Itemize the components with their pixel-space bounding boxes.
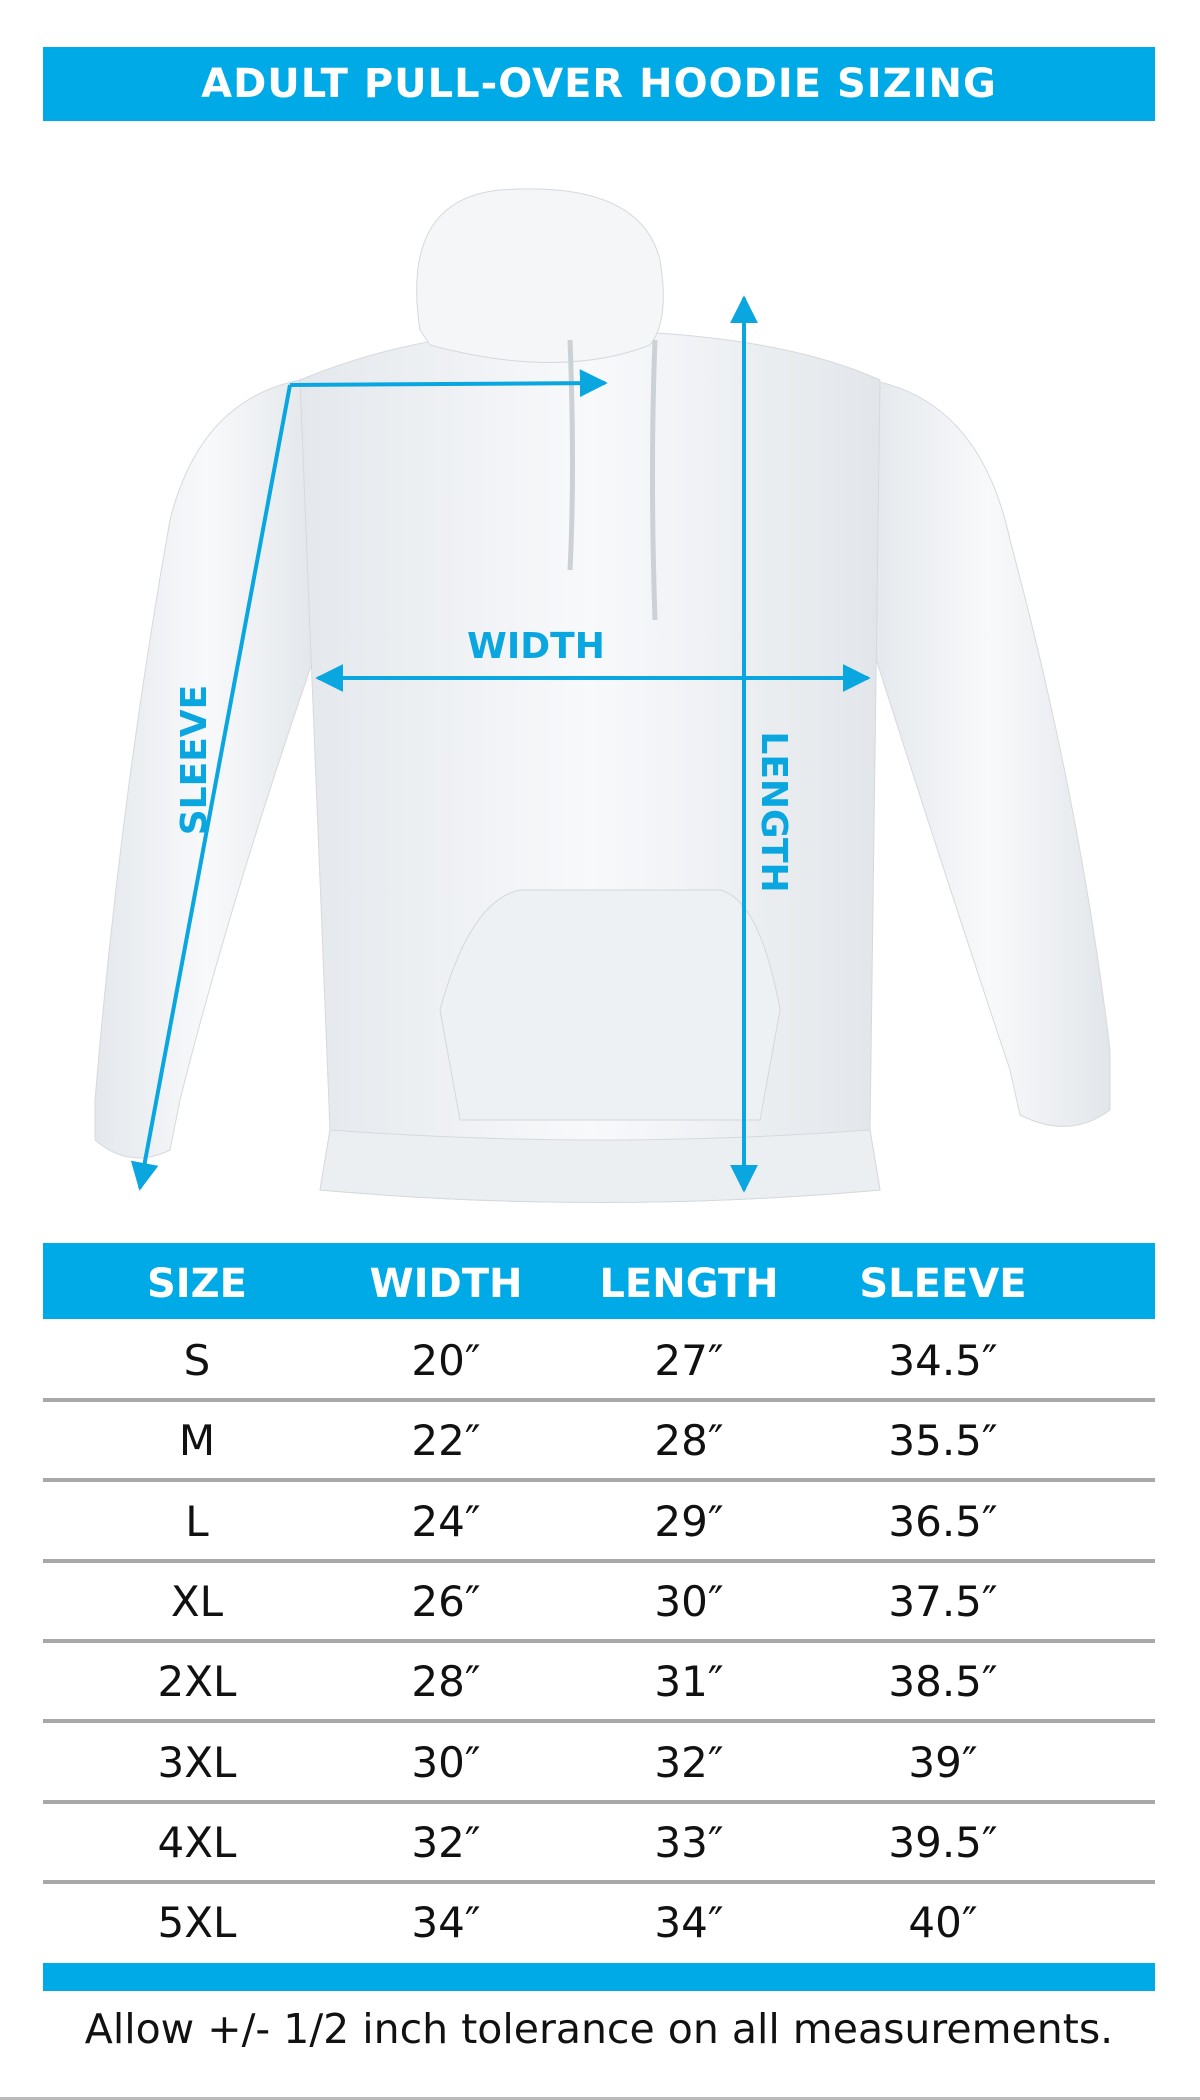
cell-size: 3XL bbox=[157, 1737, 237, 1787]
length-label: LENGTH bbox=[753, 731, 794, 892]
sleeve-arrow bbox=[130, 384, 292, 1191]
row-divider bbox=[43, 1398, 1155, 1402]
cell-sleeve: 34.5″ bbox=[888, 1336, 998, 1385]
cell-sleeve: 38.5″ bbox=[888, 1657, 998, 1707]
bottom-banner bbox=[43, 1963, 1155, 1991]
cell-sleeve: 35.5″ bbox=[888, 1416, 998, 1466]
row-divider bbox=[43, 1719, 1155, 1724]
cell-width: 26″ bbox=[411, 1576, 481, 1626]
row-divider bbox=[43, 1558, 1155, 1563]
cell-sleeve: 36.5″ bbox=[888, 1496, 998, 1546]
header-size: SIZE bbox=[146, 1261, 248, 1307]
header-length: LENGTH bbox=[599, 1261, 779, 1307]
row-divider bbox=[43, 1638, 1155, 1643]
cell-length: 32″ bbox=[654, 1737, 724, 1787]
cell-length: 27″ bbox=[654, 1336, 724, 1385]
bottom-edge-line bbox=[0, 2097, 1200, 2100]
cell-size: XL bbox=[170, 1576, 224, 1626]
table-row: L 24″ 29″ 36.5″ bbox=[43, 1483, 1155, 1563]
cell-sleeve: 37.5″ bbox=[888, 1576, 998, 1626]
cell-width: 20″ bbox=[411, 1336, 481, 1385]
cell-width: 32″ bbox=[411, 1817, 481, 1867]
table-header: SIZE WIDTH LENGTH SLEEVE bbox=[43, 1243, 1155, 1319]
cell-length: 34″ bbox=[654, 1898, 724, 1948]
page-title: ADULT PULL-OVER HOODIE SIZING bbox=[201, 61, 997, 107]
hoodie-diagram: WIDTH LENGTH SLEEVE bbox=[94, 188, 1111, 1203]
tolerance-note: Allow +/- 1/2 inch tolerance on all meas… bbox=[84, 2005, 1114, 2053]
cell-sleeve: 39″ bbox=[908, 1737, 978, 1787]
cell-size: 2XL bbox=[157, 1657, 237, 1707]
cell-sleeve: 39.5″ bbox=[888, 1817, 998, 1867]
cell-sleeve: 40″ bbox=[908, 1898, 978, 1948]
table-row: 2XL 28″ 31″ 38.5″ bbox=[43, 1643, 1155, 1724]
cell-width: 22″ bbox=[411, 1416, 481, 1466]
header-sleeve: SLEEVE bbox=[859, 1261, 1027, 1307]
row-divider bbox=[43, 1879, 1155, 1884]
table-row: 3XL 30″ 32″ 39″ bbox=[43, 1724, 1155, 1804]
cell-length: 28″ bbox=[654, 1416, 724, 1466]
cell-size: S bbox=[183, 1336, 211, 1385]
width-label: WIDTH bbox=[467, 626, 605, 667]
sleeve-label: SLEEVE bbox=[174, 685, 215, 836]
cell-length: 29″ bbox=[654, 1496, 724, 1546]
cell-width: 28″ bbox=[411, 1657, 481, 1707]
title-banner: ADULT PULL-OVER HOODIE SIZING bbox=[43, 47, 1155, 121]
cell-length: 31″ bbox=[654, 1657, 724, 1707]
table-row: M 22″ 28″ 35.5″ bbox=[43, 1402, 1155, 1483]
cell-width: 30″ bbox=[411, 1737, 481, 1787]
cell-size: 5XL bbox=[157, 1898, 237, 1948]
cell-size: M bbox=[178, 1416, 216, 1466]
hoodie-illustration bbox=[94, 188, 1111, 1203]
cell-size: 4XL bbox=[157, 1817, 237, 1867]
cell-width: 24″ bbox=[411, 1496, 481, 1546]
table-row: 4XL 32″ 33″ 39.5″ bbox=[43, 1804, 1155, 1884]
table-row: 5XL 34″ 34″ 40″ bbox=[43, 1884, 1155, 1964]
cell-length: 30″ bbox=[654, 1576, 724, 1626]
sleeve-arrow-top bbox=[289, 369, 608, 398]
cell-size: L bbox=[185, 1496, 209, 1546]
header-width: WIDTH bbox=[369, 1261, 523, 1307]
row-divider bbox=[43, 1799, 1155, 1804]
cell-length: 33″ bbox=[654, 1817, 724, 1867]
row-divider bbox=[43, 1478, 1155, 1483]
table-row: XL 26″ 30″ 37.5″ bbox=[43, 1563, 1155, 1643]
table-row: S 20″ 27″ 34.5″ bbox=[43, 1322, 1155, 1402]
cell-width: 34″ bbox=[411, 1898, 481, 1948]
measurement-arrows bbox=[130, 295, 871, 1193]
